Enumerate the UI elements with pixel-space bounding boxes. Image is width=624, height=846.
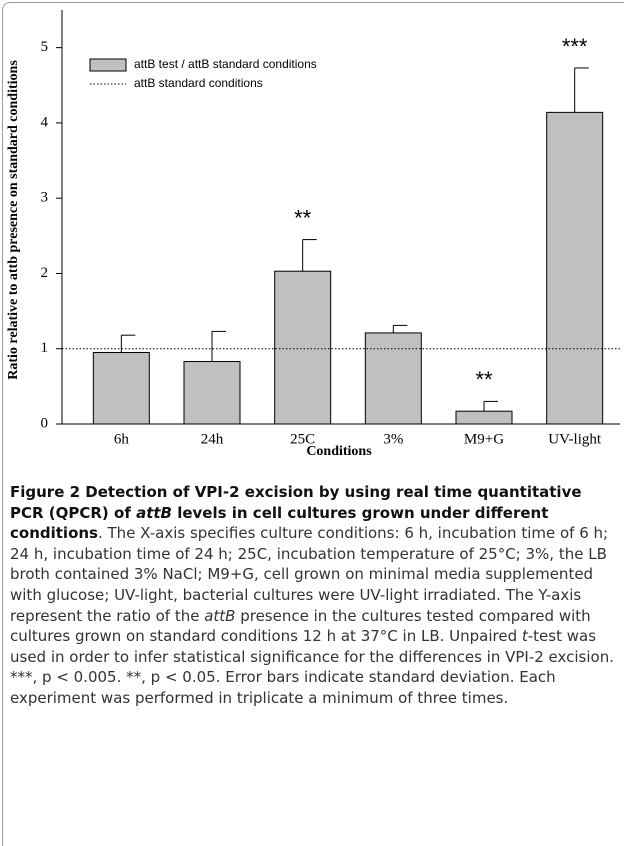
caption-body: . The X-axis specifies culture condition… [10,524,609,625]
annotation: *** [562,34,588,59]
y-tick-label: 5 [41,39,49,55]
caption-title: levels in cell cultures grown under diff… [10,503,549,543]
legend-label: attB test / attB standard conditions [134,57,317,71]
x-tick-label: 25C [290,431,315,447]
chart: Ratio relative to attb presence on stand… [6,10,620,459]
x-tick-label: 6h [114,431,130,447]
y-axis-label: Ratio relative to attb presence on stand… [6,60,21,380]
x-axis-label: Conditions [306,444,372,459]
legend-label: attB standard conditions [134,76,263,90]
x-tick-label: 24h [201,431,224,447]
x-tick-label: UV-light [548,431,602,447]
figure-label: Figure 2 [10,483,81,501]
x-tick-label: M9+G [464,431,504,447]
annotation: ** [294,205,312,230]
caption-body: t [521,627,528,646]
annotation: ** [475,367,493,392]
caption-body: -test was used in order to infer statist… [10,627,614,707]
bar [92,351,150,425]
bar [364,332,422,425]
legend-swatch [89,58,127,72]
y-tick-label: 2 [41,265,49,281]
bar [183,361,241,425]
bar [274,270,332,425]
caption-title: attB [136,503,172,522]
caption-body: presence in the cultures tested compared… [10,606,591,646]
y-tick-label: 0 [41,415,49,431]
caption-title: Detection of VPI-2 excision by using rea… [10,483,582,522]
x-tick-label: 3% [383,431,403,447]
y-tick-label: 1 [41,340,49,356]
bar [455,410,513,425]
bar [546,111,604,425]
caption: Figure 2 Detection of VPI-2 excision by … [10,482,616,709]
y-tick-label: 4 [41,114,49,130]
caption-body: attB [204,606,236,625]
y-tick-label: 3 [41,190,49,206]
